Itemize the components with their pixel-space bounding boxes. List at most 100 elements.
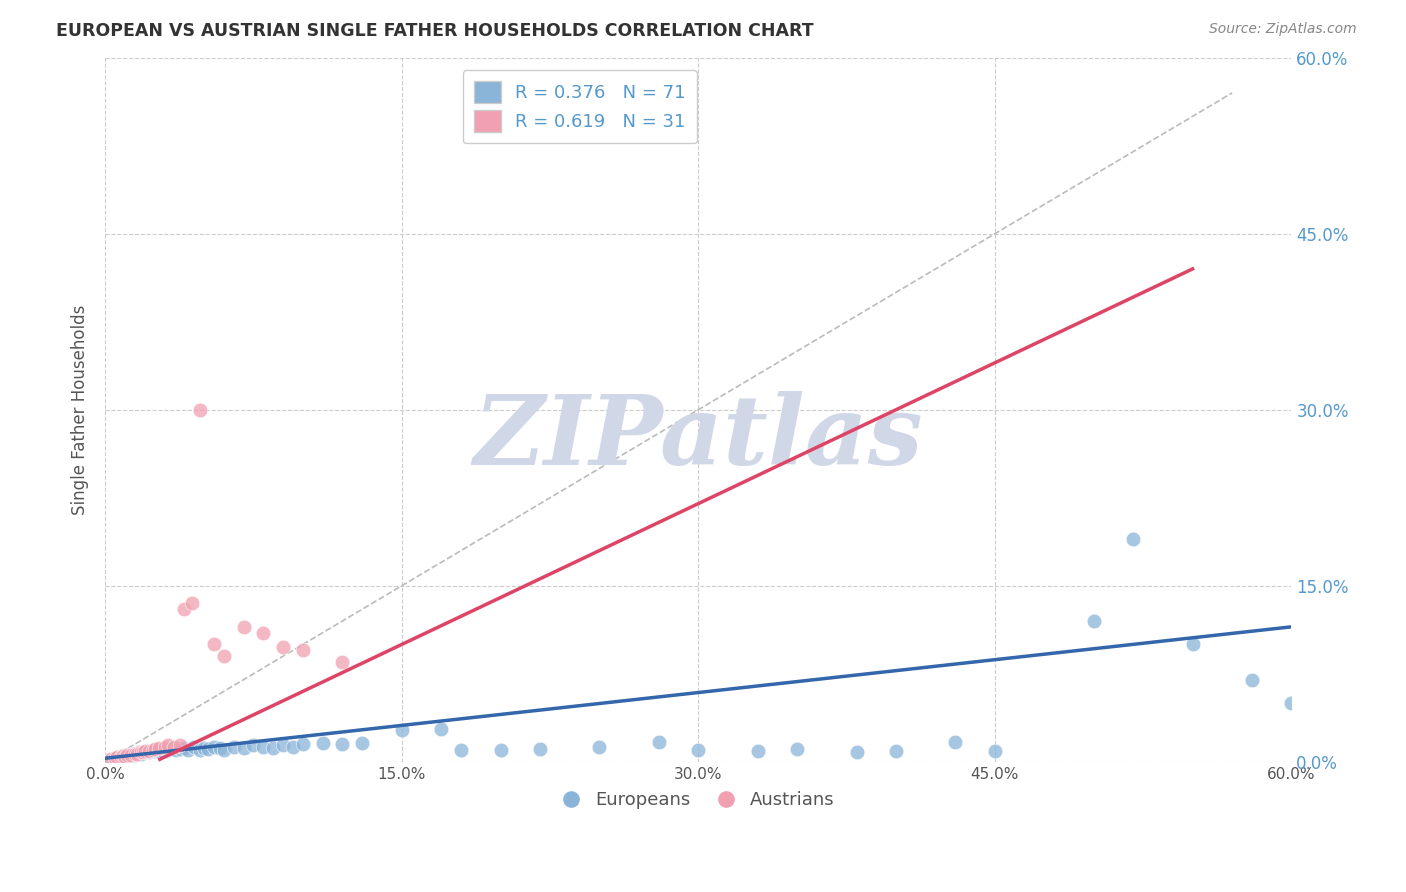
Text: Source: ZipAtlas.com: Source: ZipAtlas.com	[1209, 22, 1357, 37]
Point	[169, 742, 191, 756]
Point	[122, 747, 145, 761]
Point	[1122, 532, 1144, 546]
Point	[648, 735, 671, 749]
Point	[128, 745, 150, 759]
Point	[450, 743, 472, 757]
Point	[1083, 614, 1105, 628]
Point	[120, 747, 142, 762]
Point	[232, 740, 254, 755]
Point	[124, 747, 146, 761]
Point	[115, 747, 138, 762]
Point	[138, 744, 160, 758]
Point	[489, 743, 512, 757]
Point	[132, 745, 155, 759]
Point	[984, 744, 1007, 758]
Legend: Europeans, Austrians: Europeans, Austrians	[555, 784, 842, 816]
Point	[111, 750, 134, 764]
Point	[148, 740, 170, 755]
Point	[143, 742, 166, 756]
Point	[125, 747, 148, 761]
Point	[153, 742, 176, 756]
Point	[134, 744, 156, 758]
Point	[208, 740, 231, 755]
Point	[145, 743, 167, 757]
Point	[252, 739, 274, 754]
Point	[202, 637, 225, 651]
Point	[173, 602, 195, 616]
Point	[197, 742, 219, 756]
Point	[111, 748, 134, 763]
Point	[188, 743, 211, 757]
Point	[120, 747, 142, 762]
Point	[222, 739, 245, 754]
Point	[163, 739, 186, 754]
Point	[588, 739, 610, 754]
Point	[155, 743, 177, 757]
Point	[162, 740, 184, 755]
Point	[104, 751, 127, 765]
Point	[1281, 696, 1303, 710]
Point	[118, 747, 141, 762]
Point	[142, 743, 165, 757]
Point	[242, 739, 264, 753]
Point	[165, 743, 187, 757]
Point	[105, 750, 128, 764]
Point	[100, 752, 122, 766]
Point	[271, 640, 294, 654]
Point	[132, 745, 155, 759]
Text: ZIPatlas: ZIPatlas	[474, 391, 924, 485]
Point	[271, 739, 294, 753]
Point	[173, 740, 195, 755]
Point	[430, 722, 453, 736]
Y-axis label: Single Father Households: Single Father Households	[72, 304, 89, 515]
Point	[138, 745, 160, 759]
Point	[188, 402, 211, 417]
Point	[181, 596, 204, 610]
Point	[108, 751, 131, 765]
Point	[100, 752, 122, 766]
Point	[1181, 637, 1204, 651]
Point	[177, 743, 200, 757]
Point	[169, 739, 191, 753]
Point	[115, 748, 138, 763]
Point	[142, 743, 165, 757]
Point	[110, 748, 132, 763]
Point	[134, 745, 156, 759]
Point	[212, 649, 235, 664]
Point	[148, 744, 170, 758]
Point	[1240, 673, 1263, 687]
Point	[129, 747, 152, 761]
Point	[129, 745, 152, 759]
Point	[786, 742, 808, 756]
Point	[157, 739, 180, 753]
Point	[884, 744, 907, 758]
Point	[291, 737, 314, 751]
Point	[252, 625, 274, 640]
Point	[281, 739, 304, 754]
Point	[747, 744, 769, 758]
Point	[143, 744, 166, 758]
Point	[183, 739, 205, 754]
Point	[202, 739, 225, 754]
Point	[105, 750, 128, 764]
Point	[114, 747, 136, 762]
Text: EUROPEAN VS AUSTRIAN SINGLE FATHER HOUSEHOLDS CORRELATION CHART: EUROPEAN VS AUSTRIAN SINGLE FATHER HOUSE…	[56, 22, 814, 40]
Point	[212, 743, 235, 757]
Point	[332, 655, 354, 669]
Point	[529, 742, 551, 756]
Point	[291, 643, 314, 657]
Point	[125, 747, 148, 761]
Point	[232, 620, 254, 634]
Point	[135, 744, 157, 758]
Point	[262, 740, 284, 755]
Point	[688, 743, 710, 757]
Point	[104, 751, 127, 765]
Point	[845, 745, 868, 759]
Point	[153, 739, 176, 754]
Point	[943, 735, 966, 749]
Point	[157, 742, 180, 756]
Point	[114, 750, 136, 764]
Point	[149, 743, 172, 757]
Point	[124, 747, 146, 762]
Point	[391, 723, 413, 737]
